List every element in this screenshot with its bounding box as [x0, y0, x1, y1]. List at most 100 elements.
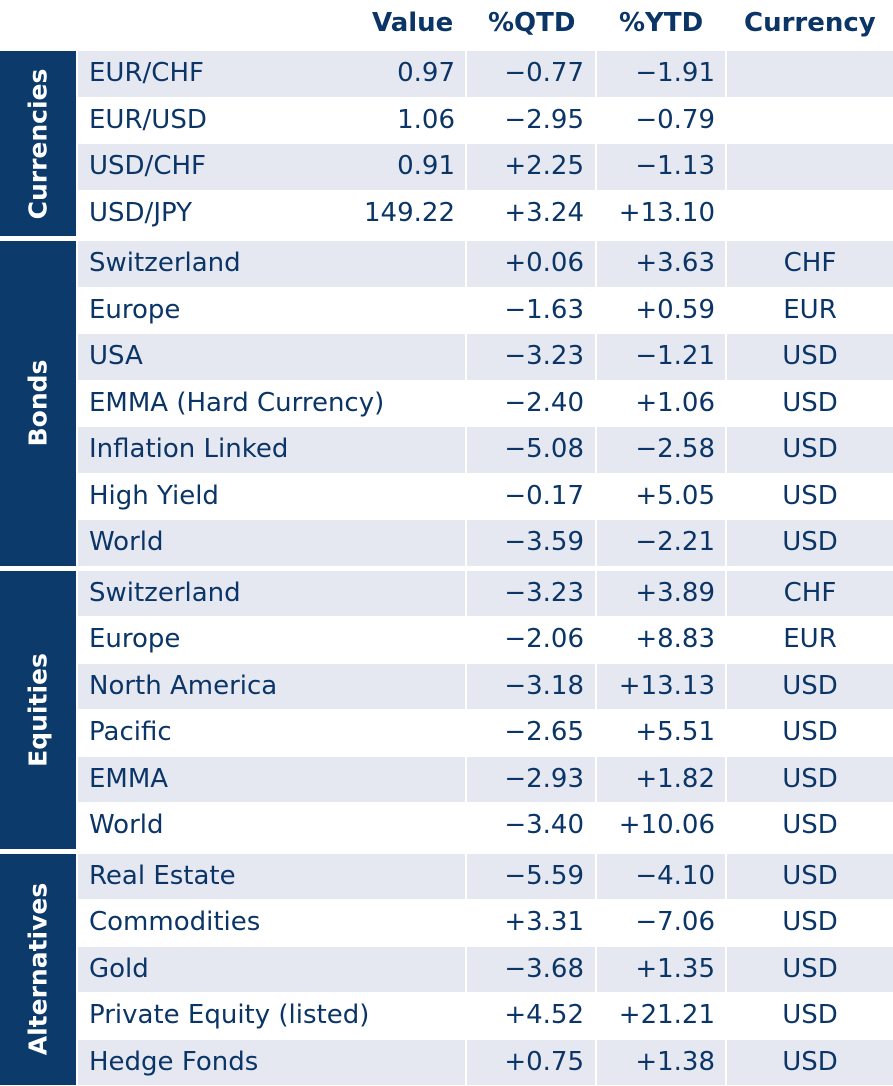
group-label: Currencies — [0, 51, 76, 236]
name-cell: North America — [78, 664, 465, 710]
currency-cell: USD — [727, 520, 893, 566]
group-label: Alternatives — [0, 854, 76, 1086]
group-label-text: Currencies — [24, 68, 53, 219]
currency-cell: USD — [727, 664, 893, 710]
header-ytd: %YTD — [619, 8, 703, 38]
qtd-cell: −3.23 — [467, 334, 595, 380]
name-cell: Inflation Linked — [78, 427, 465, 473]
currency-cell: EUR — [727, 617, 893, 663]
group-label: Equities — [0, 571, 76, 849]
header-currency: Currency — [744, 8, 876, 38]
ytd-cell: +21.21 — [597, 993, 725, 1039]
currency-cell — [727, 98, 893, 144]
qtd-cell: +2.25 — [467, 144, 595, 190]
qtd-cell: +4.52 — [467, 993, 595, 1039]
qtd-cell: −1.63 — [467, 288, 595, 334]
name-cell: World — [78, 803, 465, 849]
name-cell: Gold — [78, 947, 465, 993]
name-cell: Europe — [78, 617, 465, 663]
qtd-cell: −5.59 — [467, 854, 595, 900]
name-cell: Private Equity (listed) — [78, 993, 465, 1039]
ytd-cell: +1.06 — [597, 381, 725, 427]
currency-cell: USD — [727, 710, 893, 756]
currency-cell: USD — [727, 474, 893, 520]
name-cell: EUR/CHF — [78, 51, 465, 97]
qtd-cell: −3.68 — [467, 947, 595, 993]
ytd-cell: −2.21 — [597, 520, 725, 566]
header-value: Value — [372, 8, 453, 38]
name-cell: Europe — [78, 288, 465, 334]
ytd-cell: +10.06 — [597, 803, 725, 849]
qtd-cell: −0.77 — [467, 51, 595, 97]
name-cell: EMMA (Hard Currency) — [78, 381, 465, 427]
qtd-cell: −2.93 — [467, 757, 595, 803]
name-cell: Real Estate — [78, 854, 465, 900]
ytd-cell: −1.21 — [597, 334, 725, 380]
header-qtd: %QTD — [488, 8, 575, 38]
ytd-cell: +3.89 — [597, 571, 725, 617]
currency-cell: USD — [727, 900, 893, 946]
currency-cell: USD — [727, 993, 893, 1039]
currency-cell: USD — [727, 757, 893, 803]
ytd-cell: −2.58 — [597, 427, 725, 473]
currency-cell: CHF — [727, 571, 893, 617]
name-cell: Switzerland — [78, 571, 465, 617]
qtd-cell: −3.40 — [467, 803, 595, 849]
name-cell: Switzerland — [78, 241, 465, 287]
ytd-cell: +0.59 — [597, 288, 725, 334]
ytd-cell: −0.79 — [597, 98, 725, 144]
currency-cell — [727, 51, 893, 97]
qtd-cell: −0.17 — [467, 474, 595, 520]
name-cell: High Yield — [78, 474, 465, 520]
ytd-cell: +5.51 — [597, 710, 725, 756]
name-cell: USA — [78, 334, 465, 380]
qtd-cell: −2.40 — [467, 381, 595, 427]
ytd-cell: −4.10 — [597, 854, 725, 900]
name-cell: Commodities — [78, 900, 465, 946]
qtd-cell: +3.24 — [467, 191, 595, 237]
currency-cell: CHF — [727, 241, 893, 287]
qtd-cell: −2.06 — [467, 617, 595, 663]
qtd-cell: +3.31 — [467, 900, 595, 946]
qtd-cell: −3.18 — [467, 664, 595, 710]
currency-cell: USD — [727, 1040, 893, 1086]
currency-cell — [727, 191, 893, 237]
ytd-cell: +8.83 — [597, 617, 725, 663]
currency-cell: USD — [727, 947, 893, 993]
qtd-cell: −2.95 — [467, 98, 595, 144]
qtd-cell: −3.59 — [467, 520, 595, 566]
name-cell: Hedge Fonds — [78, 1040, 465, 1086]
qtd-cell: +0.75 — [467, 1040, 595, 1086]
currency-cell: USD — [727, 803, 893, 849]
qtd-cell: −3.23 — [467, 571, 595, 617]
name-cell: USD/JPY — [78, 191, 465, 237]
currency-cell: USD — [727, 334, 893, 380]
name-cell: USD/CHF — [78, 144, 465, 190]
qtd-cell: −5.08 — [467, 427, 595, 473]
ytd-cell: +1.82 — [597, 757, 725, 803]
group-label-text: Bonds — [24, 360, 53, 447]
ytd-cell: +13.10 — [597, 191, 725, 237]
ytd-cell: −1.13 — [597, 144, 725, 190]
ytd-cell: +5.05 — [597, 474, 725, 520]
